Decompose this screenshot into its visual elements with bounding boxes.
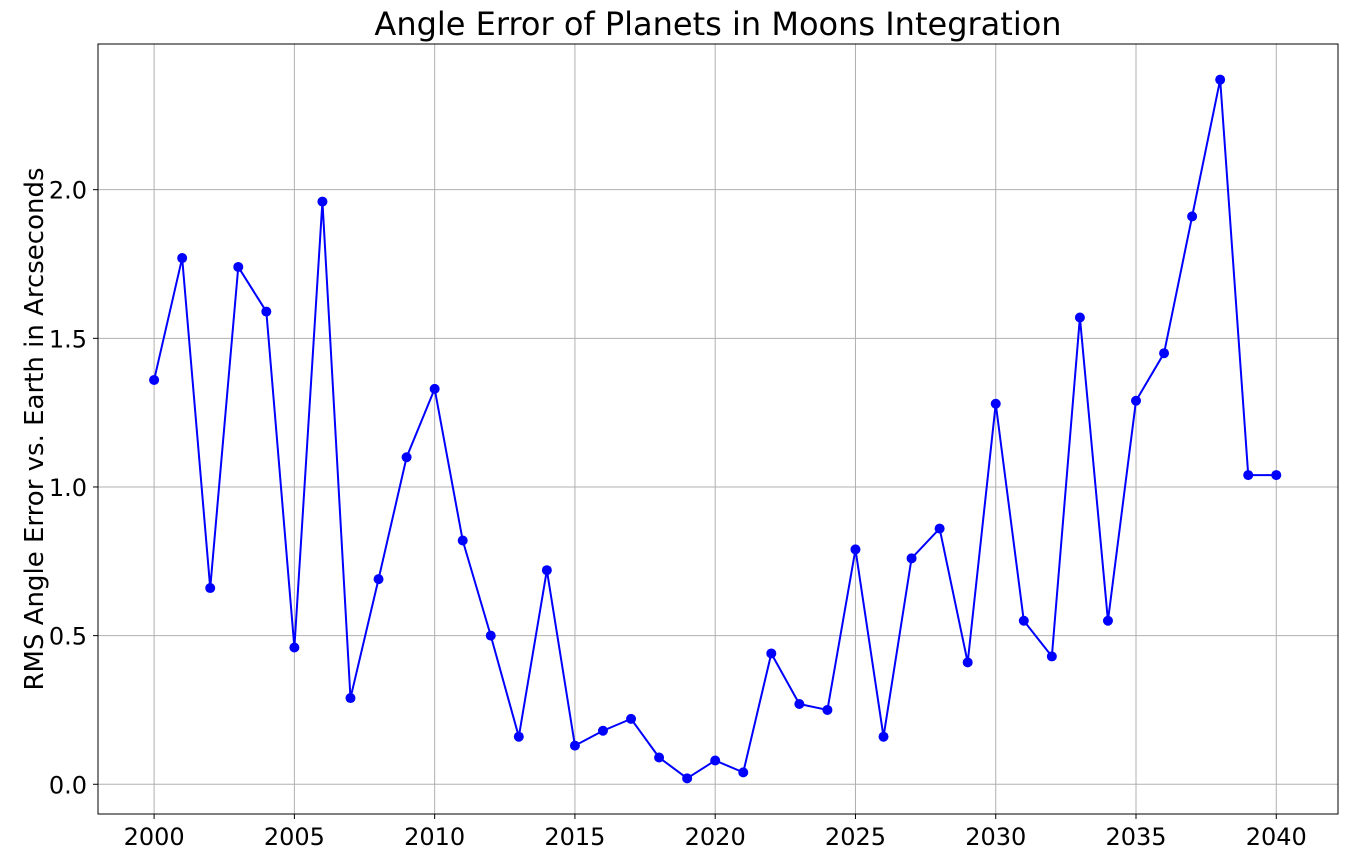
x-tick-label: 2025 [825,823,886,851]
y-tick-label: 1.0 [49,474,87,502]
x-tick-label: 2035 [1105,823,1166,851]
x-axis: 2000 2005 2010 2015 2020 2025 2030 2035 2040 [124,814,1307,851]
data-point [429,383,440,394]
y-axis: 0.0 0.5 1.0 1.5 2.0 [49,177,98,799]
data-point [317,196,328,207]
y-tick-label: 0.5 [49,623,87,651]
data-point [1271,470,1282,481]
data-point [541,565,552,576]
data-point [654,752,665,763]
data-point [1187,211,1198,222]
x-tick-label: 2005 [264,823,325,851]
x-tick-label: 2040 [1246,823,1307,851]
data-point [1018,615,1029,626]
y-tick-label: 0.0 [49,771,87,799]
data-point [850,544,861,555]
x-tick-label: 2030 [965,823,1026,851]
data-point [822,704,833,715]
plot-area [97,43,1339,815]
data-point [1243,470,1254,481]
data-point [626,713,637,724]
data-point [177,253,188,264]
data-point [149,374,160,385]
data-point [990,398,1001,409]
data-point [878,731,889,742]
data-point [1215,74,1226,85]
x-tick-label: 2000 [124,823,185,851]
data-point [738,767,749,778]
data-point [569,740,580,751]
data-point [682,773,693,784]
y-tick-label: 1.5 [49,325,87,353]
data-point [485,630,496,641]
x-tick-label: 2020 [685,823,746,851]
data-point [513,731,524,742]
data-point [1046,651,1057,662]
data-point [1159,348,1170,359]
data-point [710,755,721,766]
data-point [289,642,300,653]
data-point [233,261,244,272]
grid [98,44,1338,814]
data-point [401,452,412,463]
data-point [906,553,917,564]
data-point [934,523,945,534]
data-point [597,725,608,736]
data-point [1074,312,1085,323]
data-point [794,699,805,709]
data-point [766,648,777,659]
x-tick-label: 2015 [544,823,605,851]
data-point [962,657,973,668]
data-point [205,583,216,594]
y-axis-label: RMS Angle Error vs. Earth in Arcseconds [20,167,50,690]
data-point [457,535,468,546]
data-point [345,693,356,704]
data-point [373,574,384,585]
x-tick-label: 2010 [404,823,465,851]
data-point-layer [149,74,1282,784]
y-tick-label: 2.0 [49,177,87,205]
data-point [261,306,272,317]
data-point [1102,615,1113,626]
chart-title: Angle Error of Planets in Moons Integrat… [374,5,1061,43]
data-point [1131,395,1142,406]
